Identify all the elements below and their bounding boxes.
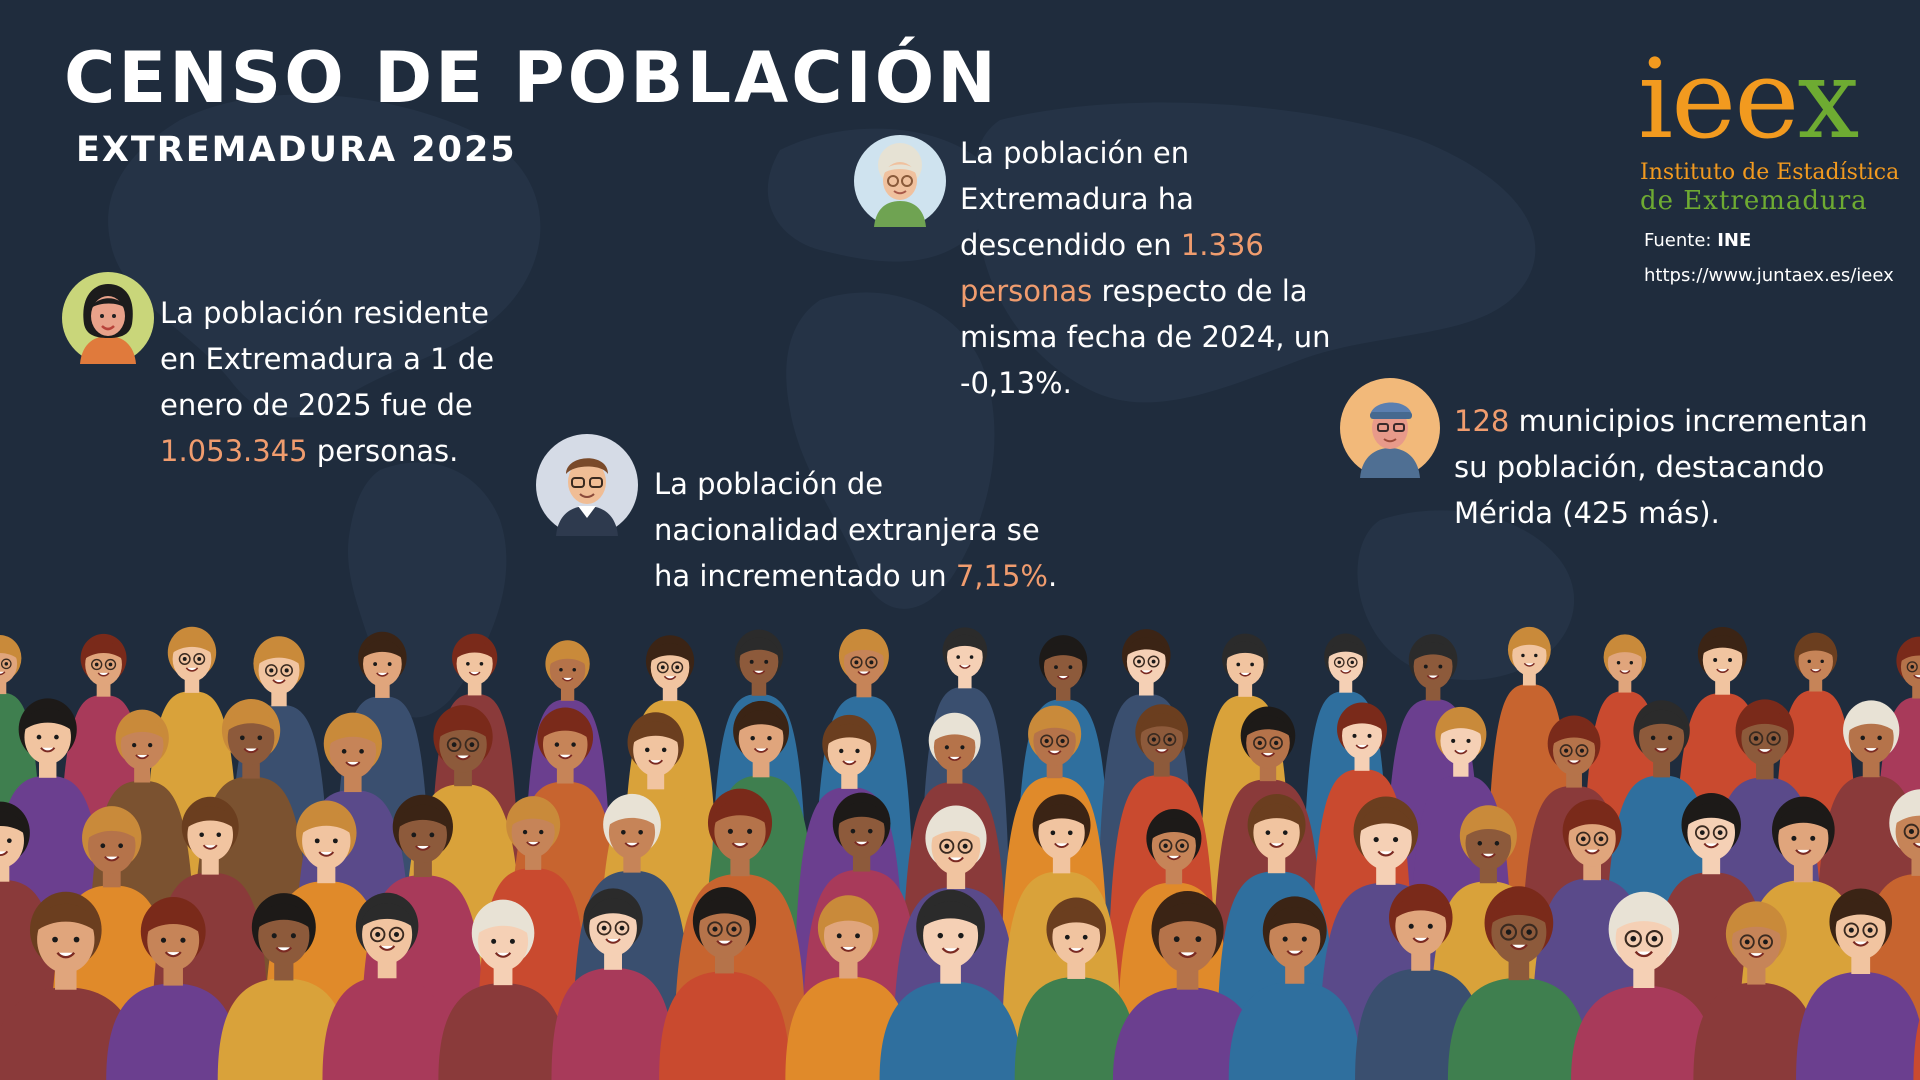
logo-institute-line: Instituto de Estadística <box>1640 160 1900 185</box>
fact-decline-text-1: La población en Extremadura ha descendid… <box>960 136 1194 262</box>
man-cap-avatar-icon <box>1340 378 1440 478</box>
crowd-person <box>438 899 568 1080</box>
crowd-person <box>785 895 912 1080</box>
woman-avatar-icon <box>62 272 154 364</box>
crowd-person <box>1014 897 1138 1080</box>
fact-decline-text-2: respecto de la misma fecha de 2024, un -… <box>960 274 1331 400</box>
fact-foreign: La población de nacionalidad extranjera … <box>654 461 1064 599</box>
fact-foreign-highlight: 7,15% <box>955 559 1048 593</box>
crowd-person <box>1796 888 1920 1080</box>
crowd-person <box>1913 1017 1920 1080</box>
fact-decline: La población en Extremadura ha descendid… <box>960 130 1350 406</box>
fact-foreign-text-1: La población de nacionalidad extranjera … <box>654 467 1040 593</box>
crowd-person <box>1228 896 1361 1080</box>
crowd-person <box>879 889 1022 1080</box>
crowd-person <box>1447 886 1590 1080</box>
crowd-person <box>0 891 140 1080</box>
crowd-person <box>1693 901 1820 1080</box>
logo-wordmark-x: x <box>1797 35 1859 163</box>
crowd-illustration <box>0 626 1920 1080</box>
crowd-person <box>217 893 350 1080</box>
source-prefix: Fuente: <box>1644 230 1718 251</box>
logo-region-line: de Extremadura <box>1640 186 1868 216</box>
fact-municipalities-text-2: municipios incrementan su población, des… <box>1454 404 1868 530</box>
man-glasses-avatar-icon <box>536 434 638 536</box>
source-label: Fuente: INE <box>1644 230 1751 251</box>
fact-municipalities-highlight: 128 <box>1454 404 1510 438</box>
logo-wordmark: ieex <box>1638 44 1859 154</box>
elderly-woman-avatar-icon <box>854 135 946 227</box>
crowd-person <box>106 896 241 1080</box>
fact-residents-highlight: 1.053.345 <box>160 434 308 468</box>
page-title: CENSO DE POBLACIÓN <box>64 37 999 119</box>
fact-residents-text-1: La población residente en Extremadura a … <box>160 296 495 422</box>
logo-wordmark-ie: iee <box>1638 35 1799 163</box>
fact-decline-highlight: 1.336 personas <box>960 228 1264 308</box>
ieex-logo: ieex Instituto de Estadística de Extrema… <box>1630 44 1910 220</box>
crowd-person <box>322 892 452 1080</box>
source-value: INE <box>1717 230 1752 251</box>
fact-residents-text-2: personas. <box>307 434 459 468</box>
crowd-person <box>1112 891 1263 1080</box>
crowd-person <box>551 888 675 1080</box>
page-subtitle: EXTREMADURA 2025 <box>76 130 517 170</box>
crowd-person <box>1571 891 1717 1080</box>
crowd-person <box>659 886 790 1080</box>
fact-foreign-text-2: . <box>1047 559 1058 593</box>
source-url: https://www.juntaex.es/ieex <box>1644 265 1894 286</box>
fact-residents: La población residente en Extremadura a … <box>160 290 530 474</box>
fact-municipalities: 128 municipios incrementan su población,… <box>1454 398 1884 536</box>
